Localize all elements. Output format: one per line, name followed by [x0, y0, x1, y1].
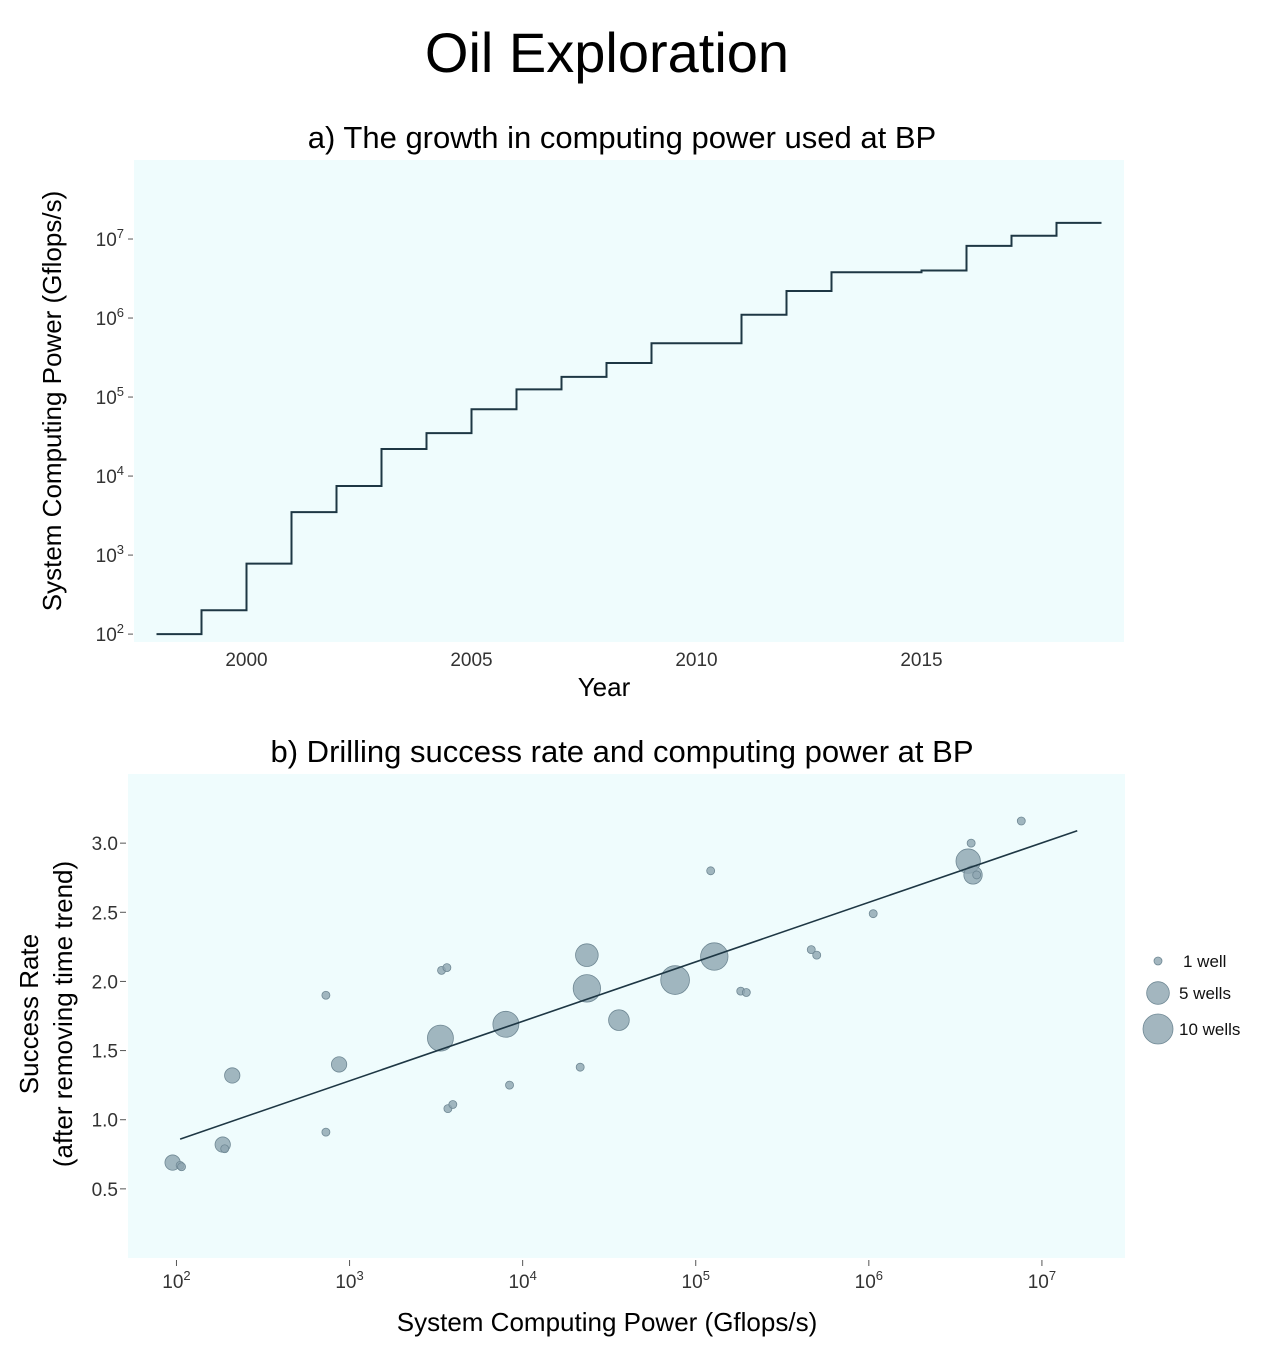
scatter-point: [427, 1024, 454, 1052]
scatter-point: [812, 950, 822, 960]
panel-b-scatter-chart: b) Drilling success rate and computing p…: [14, 734, 1240, 1337]
scatter-point: [505, 1080, 514, 1090]
x-tick-label: 2005: [450, 650, 492, 671]
panel-b-x-axis-title: System Computing Power (Gflops/s): [397, 1307, 817, 1337]
x-tick-label: 105: [682, 1268, 710, 1293]
panel-b-title: b) Drilling success rate and computing p…: [271, 734, 974, 769]
x-tick-label: 103: [335, 1268, 363, 1293]
scatter-point: [492, 1010, 520, 1038]
y-tick-label: 1.5: [92, 1042, 118, 1063]
scatter-point: [575, 943, 599, 967]
y-tick-label: 0.5: [92, 1180, 118, 1201]
scatter-point: [706, 866, 716, 876]
scatter-point: [868, 909, 878, 919]
scatter-point: [442, 963, 452, 972]
panel-a-title: a) The growth in computing power used at…: [308, 120, 936, 155]
scatter-point: [741, 988, 751, 997]
x-tick-label: 107: [1028, 1268, 1056, 1293]
panel-b-y-axis-title: Success Rate: [14, 934, 44, 1094]
scatter-point: [177, 1162, 186, 1172]
panel-a-plot-area: [134, 160, 1124, 642]
x-tick-label: 104: [508, 1268, 536, 1293]
scatter-point: [321, 1127, 331, 1137]
legend-marker: [1153, 956, 1163, 966]
panel-a-step-line: [156, 221, 1102, 636]
y-tick-label: 2.5: [92, 903, 118, 924]
figure-title: Oil Exploration: [425, 21, 789, 84]
scatter-point: [1016, 816, 1026, 826]
x-tick-label: 2000: [225, 650, 267, 671]
scatter-point: [966, 838, 976, 848]
scatter-point: [972, 870, 982, 880]
y-tick-label: 107: [96, 226, 124, 251]
panel-b-points: [164, 816, 1026, 1172]
panel-b-x-ticks: 102 103 104 105 106 107: [162, 1260, 1056, 1293]
panel-b-fit-line: [179, 829, 1078, 1140]
scatter-point: [220, 1144, 230, 1154]
scatter-point: [572, 974, 601, 1003]
y-tick-label: 106: [96, 305, 124, 330]
panel-b-legend: 1 well 5 wells 10 wells: [1142, 952, 1240, 1045]
x-tick-label: 102: [162, 1268, 190, 1293]
scatter-point: [224, 1067, 241, 1084]
scatter-point: [575, 1062, 585, 1072]
panel-b-y-ticks: 0.5 1.0 1.5 2.0 2.5 3.0: [92, 834, 126, 1201]
y-tick-label: 102: [96, 621, 124, 646]
legend-marker: [1146, 981, 1170, 1005]
y-tick-label: 103: [96, 542, 124, 567]
scatter-point: [700, 942, 729, 971]
y-tick-label: 3.0: [92, 834, 118, 855]
panel-a-y-ticks: 102 103 104 105 106 107: [96, 226, 133, 646]
x-tick-label: 2010: [675, 650, 717, 671]
scatter-point: [448, 1100, 458, 1109]
legend-marker: [1142, 1013, 1174, 1045]
panel-a-x-ticks: 2000 2005 2010 2015: [225, 650, 942, 671]
scatter-point: [321, 990, 331, 1000]
scatter-point: [806, 945, 816, 955]
x-tick-label: 2015: [900, 650, 942, 671]
x-tick-label: 106: [855, 1268, 883, 1293]
legend-label: 5 wells: [1179, 984, 1231, 1003]
y-tick-label: 2.0: [92, 972, 118, 993]
panel-a-x-axis-title: Year: [578, 672, 631, 702]
panel-a-growth-chart: a) The growth in computing power used at…: [37, 120, 1124, 702]
panel-a-y-axis-title: System Computing Power (Gflops/s): [37, 191, 67, 611]
scatter-point: [660, 965, 690, 995]
legend-label: 1 well: [1183, 952, 1226, 971]
y-tick-label: 104: [96, 463, 124, 488]
y-tick-label: 105: [96, 384, 124, 409]
legend-label: 10 wells: [1179, 1020, 1240, 1039]
panel-b-y-axis-subtitle: (after removing time trend): [48, 861, 78, 1167]
scatter-point: [608, 1009, 630, 1031]
y-tick-label: 1.0: [92, 1111, 118, 1132]
scatter-point: [331, 1056, 348, 1073]
